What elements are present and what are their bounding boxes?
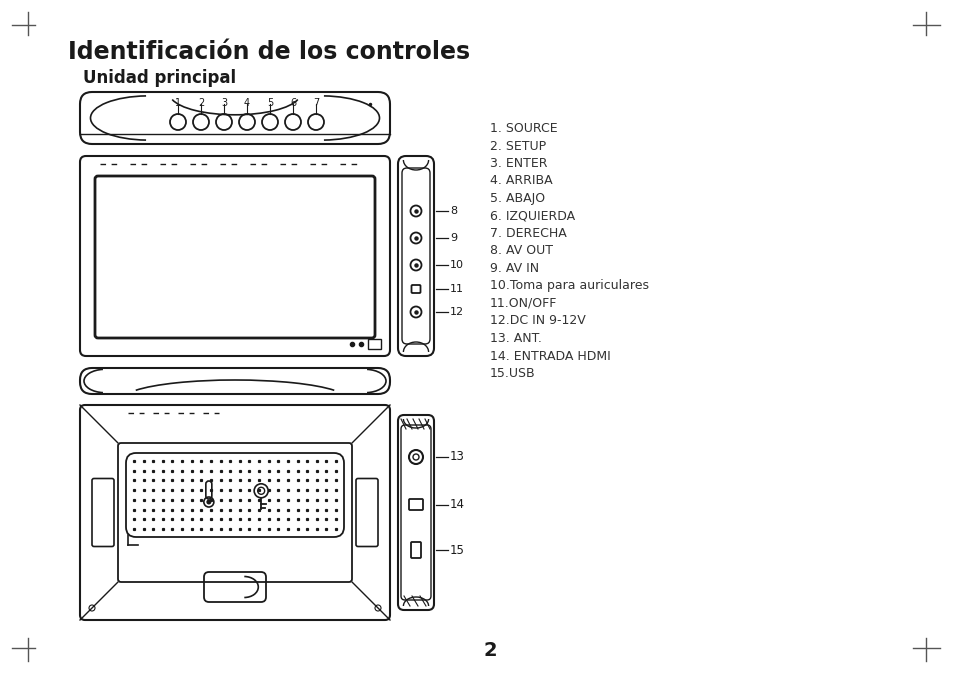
Text: 5. ABAJO: 5. ABAJO <box>490 192 544 205</box>
Text: 2: 2 <box>482 641 497 660</box>
Circle shape <box>206 499 212 505</box>
Text: 8. AV OUT: 8. AV OUT <box>490 244 553 258</box>
Text: 1. SOURCE: 1. SOURCE <box>490 122 558 135</box>
Bar <box>368 339 380 349</box>
Text: 15.USB: 15.USB <box>490 367 535 380</box>
Text: 9: 9 <box>450 233 456 243</box>
Text: 6: 6 <box>290 98 295 108</box>
Text: 14. ENTRADA HDMI: 14. ENTRADA HDMI <box>490 349 610 363</box>
Text: 13: 13 <box>450 450 464 464</box>
Text: 6. IZQUIERDA: 6. IZQUIERDA <box>490 209 575 223</box>
Text: 1: 1 <box>174 98 181 108</box>
Text: 4: 4 <box>244 98 250 108</box>
Text: 11.ON/OFF: 11.ON/OFF <box>490 297 557 310</box>
Text: 5: 5 <box>267 98 273 108</box>
Text: 9. AV IN: 9. AV IN <box>490 262 538 275</box>
Text: 15: 15 <box>450 544 464 557</box>
Text: 7. DERECHA: 7. DERECHA <box>490 227 566 240</box>
Text: 2. SETUP: 2. SETUP <box>490 139 545 153</box>
Text: 3: 3 <box>221 98 227 108</box>
Text: 10.Toma para auriculares: 10.Toma para auriculares <box>490 279 648 293</box>
Text: 12: 12 <box>450 307 464 317</box>
Text: 14: 14 <box>450 499 464 511</box>
Text: Unidad principal: Unidad principal <box>83 69 236 87</box>
Text: 3. ENTER: 3. ENTER <box>490 157 547 170</box>
Text: 13. ANT.: 13. ANT. <box>490 332 541 345</box>
Text: 4. ARRIBA: 4. ARRIBA <box>490 174 552 188</box>
Text: 12.DC IN 9-12V: 12.DC IN 9-12V <box>490 314 585 328</box>
Text: 7: 7 <box>313 98 319 108</box>
Text: 10: 10 <box>450 260 463 270</box>
Text: 2: 2 <box>197 98 204 108</box>
Text: Identificación de los controles: Identificación de los controles <box>68 40 470 64</box>
Text: 8: 8 <box>450 206 456 216</box>
Text: 11: 11 <box>450 284 463 294</box>
